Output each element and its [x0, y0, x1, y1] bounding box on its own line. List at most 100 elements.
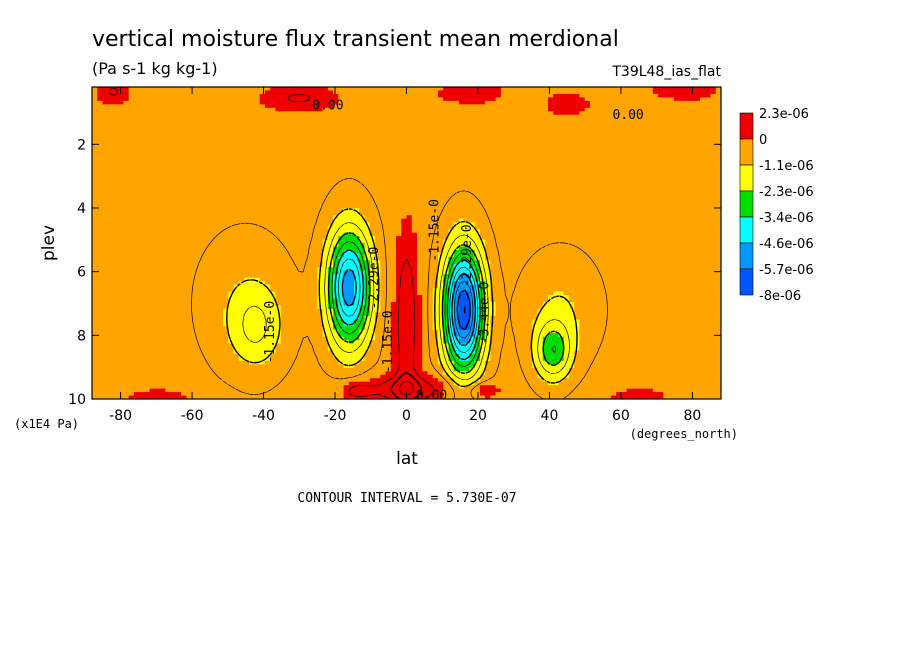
contour-labels: 0.000.000.00-1.15e-0-2.29e-0-1.15e-0-1.1… — [263, 99, 644, 399]
field-cell — [369, 340, 392, 345]
field-cell — [448, 229, 481, 234]
field-cell — [333, 295, 345, 300]
field-cell — [128, 395, 187, 399]
field-cell — [327, 277, 334, 282]
field-cell — [390, 367, 423, 372]
field-cell — [542, 347, 565, 352]
field-cell — [485, 326, 491, 331]
field-cell — [364, 218, 402, 223]
field-cell — [92, 225, 329, 230]
field-cell — [338, 236, 360, 241]
field-cell — [338, 315, 360, 320]
field-cell — [485, 239, 721, 244]
field-cell — [270, 353, 334, 358]
field-cell — [280, 322, 324, 327]
field-cell — [574, 350, 721, 355]
field-cell — [448, 319, 455, 324]
field-cell — [380, 274, 397, 279]
field-cell — [92, 381, 350, 386]
field-cell — [327, 87, 444, 92]
field-cell — [364, 249, 376, 254]
field-cell — [338, 211, 360, 216]
field-cell — [479, 319, 486, 324]
field-cell — [479, 229, 721, 234]
field-cell — [474, 288, 481, 293]
field-cell — [432, 319, 444, 324]
field-cell — [165, 388, 345, 393]
field-cell — [448, 291, 455, 296]
field-cell — [92, 204, 721, 209]
field-cell — [432, 301, 444, 306]
field-cell — [485, 333, 491, 338]
field-cell — [490, 329, 533, 334]
field-cell — [380, 291, 397, 296]
field-cell — [448, 357, 460, 362]
field-cell — [92, 100, 104, 105]
field-cell — [458, 298, 470, 303]
field-cell — [359, 208, 721, 213]
field-cell — [92, 191, 721, 196]
field-cell — [453, 274, 460, 279]
field-cell — [359, 236, 376, 241]
field-cell — [448, 236, 481, 241]
field-cell — [92, 392, 135, 397]
field-cell — [584, 107, 721, 112]
field-cell — [390, 357, 423, 362]
field-cell — [479, 392, 497, 397]
field-cell — [485, 301, 497, 306]
field-cell — [92, 93, 98, 98]
field-cell — [563, 347, 581, 352]
field-cell — [92, 347, 235, 352]
field-cell — [92, 308, 224, 313]
field-cell — [453, 253, 476, 258]
field-cell — [390, 315, 423, 320]
field-cell — [369, 277, 381, 282]
field-cell — [432, 308, 444, 313]
contour-label: 0.00 — [612, 108, 643, 123]
field-cell — [416, 232, 450, 237]
field-cell — [416, 256, 439, 261]
field-cell — [343, 281, 355, 286]
field-cell — [333, 322, 345, 327]
field-cell — [453, 301, 460, 306]
field-cell — [333, 312, 339, 317]
field-cell — [474, 256, 486, 261]
field-cell — [364, 326, 376, 331]
field-cell — [469, 312, 476, 317]
field-cell — [228, 336, 282, 341]
color-legend: 2.3e-06 0 -1.1e-06 -2.3e-06 -3.4e-06 -4.6e-06… — [739, 107, 814, 304]
field-cell — [322, 246, 334, 251]
field-cell — [333, 90, 439, 95]
field-cell — [411, 222, 455, 227]
field-cell — [264, 104, 334, 109]
field-cell — [432, 374, 450, 379]
field-cell — [453, 298, 460, 303]
field-cell — [317, 291, 329, 296]
field-cell — [485, 246, 721, 251]
field-cell — [380, 281, 397, 286]
field-cell — [375, 236, 397, 241]
field-cell — [443, 97, 497, 102]
x-axis-label: lat — [396, 449, 418, 469]
field-cell — [380, 295, 397, 300]
y-tick-label: 6 — [77, 265, 86, 281]
field-cell — [390, 340, 423, 345]
field-cell — [280, 336, 329, 341]
field-cell — [343, 336, 360, 341]
field-cell — [364, 298, 371, 303]
field-cell — [92, 336, 229, 341]
field-cell — [479, 357, 491, 362]
field-cell — [563, 336, 581, 341]
field-cell — [364, 281, 371, 286]
field-cell — [322, 107, 549, 112]
field-cell — [500, 388, 628, 393]
field-cell — [275, 295, 318, 300]
legend-swatch — [739, 138, 754, 166]
field-cell — [327, 336, 345, 341]
field-cell — [364, 256, 376, 261]
field-cell — [542, 378, 565, 383]
field-cell — [92, 246, 324, 251]
field-cell — [532, 353, 544, 358]
field-cell — [485, 284, 491, 289]
field-cell — [92, 104, 266, 109]
